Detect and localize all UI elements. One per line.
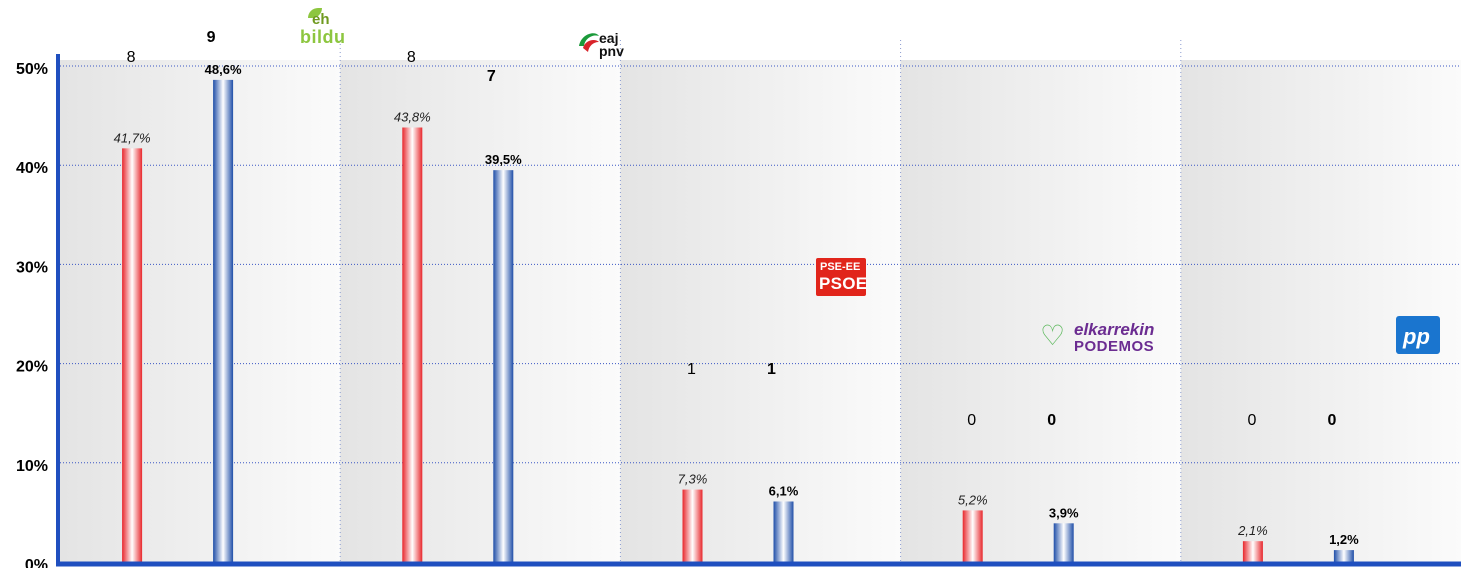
data-label: 1,2%: [1329, 532, 1359, 547]
gridlines: [60, 65, 1461, 464]
data-label: 6,1%: [769, 483, 799, 498]
eaj-pnv-logo: eaj pnv: [575, 26, 645, 70]
bar: [962, 510, 983, 562]
data-label: 5,2%: [958, 492, 988, 507]
category-panel: [1180, 60, 1461, 562]
bar: [1053, 523, 1074, 562]
seat-count: 8: [127, 49, 136, 66]
category-panels: [60, 40, 1461, 562]
category-panel: [340, 60, 621, 562]
seat-count: 1: [767, 361, 776, 378]
bars: [122, 79, 1354, 562]
seat-count: 0: [1327, 412, 1336, 429]
category-panel: [60, 60, 341, 562]
axes: 0% 10% 20% 30% 40% 50%: [16, 54, 1461, 568]
seat-count: 0: [1247, 412, 1256, 429]
value-labels: 41,7% 43,8% 7,3% 5,2% 2,1% 48,6% 39,5% 6,1% 3,9%…: [114, 29, 1359, 547]
flag-icon: [579, 33, 599, 52]
pp-logo: pp: [1396, 316, 1440, 354]
data-label: 2,1%: [1237, 523, 1268, 538]
bar: [1333, 550, 1354, 562]
bar: [773, 501, 794, 562]
leaf-icon: [308, 8, 322, 18]
eh-bildu-logo: eh bildu: [298, 4, 345, 50]
y-tick-label: 20%: [16, 359, 48, 376]
data-label: 41,7%: [114, 130, 151, 145]
bar: [682, 489, 703, 562]
data-label: 3,9%: [1049, 505, 1079, 520]
data-label: 43,8%: [394, 110, 431, 125]
seat-count: 8: [407, 49, 416, 66]
seat-count: 1: [687, 361, 696, 378]
seat-count: 7: [487, 68, 496, 85]
data-label: 7,3%: [678, 472, 708, 487]
bar: [122, 148, 143, 562]
elkarrekin-podemos-logo: ♡ elkarrekin PODEMOS: [1040, 320, 1155, 355]
y-tick-label: 40%: [16, 160, 48, 177]
category-panel: [620, 60, 901, 562]
category-panel: [900, 60, 1181, 562]
seat-count: 0: [967, 412, 976, 429]
y-tick-label: 0%: [25, 557, 48, 568]
data-label: 48,6%: [205, 62, 242, 77]
data-label: 39,5%: [485, 152, 522, 167]
heart-icon: ♡: [1040, 320, 1066, 351]
seat-count: 9: [207, 29, 216, 46]
bar: [402, 127, 423, 562]
bar: [1242, 541, 1263, 562]
bar: [213, 79, 234, 562]
seat-count: 0: [1047, 412, 1056, 429]
y-tick-label: 30%: [16, 259, 48, 276]
bar: [493, 170, 514, 562]
pse-ee-psoe-logo: PSE-EE PSOE: [816, 258, 867, 296]
y-tick-label: 10%: [16, 458, 48, 475]
y-tick-label: 50%: [16, 61, 48, 78]
